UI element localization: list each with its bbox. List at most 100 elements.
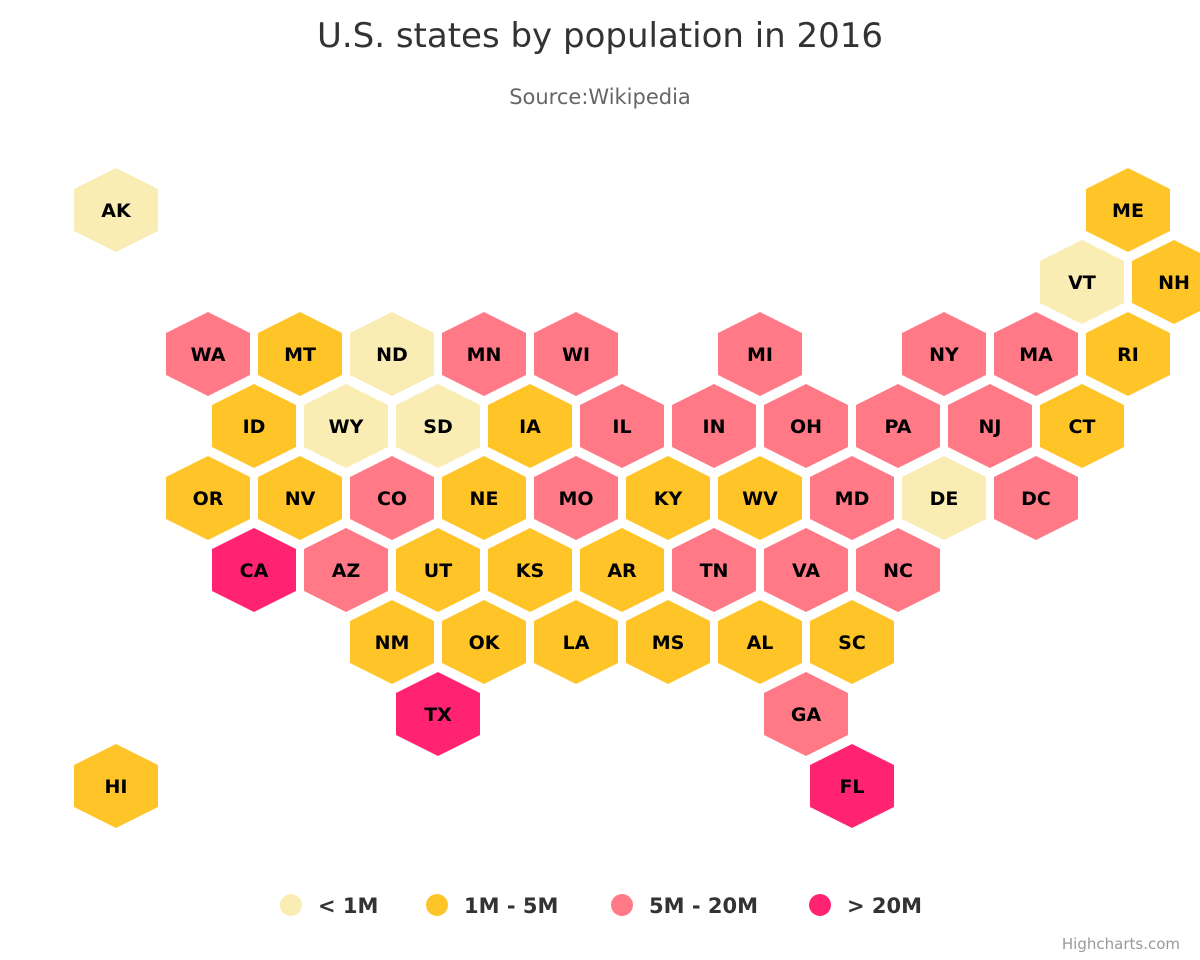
hex-shape[interactable] — [856, 528, 940, 612]
legend-item[interactable]: 5M - 20M — [611, 894, 758, 918]
hex-tile-mn[interactable]: MN — [442, 312, 526, 396]
hex-shape[interactable] — [534, 456, 618, 540]
legend-label[interactable]: < 1M — [318, 894, 378, 918]
hex-shape[interactable] — [764, 672, 848, 756]
legend-label[interactable]: 1M - 5M — [464, 894, 558, 918]
hex-shape[interactable] — [1132, 240, 1200, 324]
legend-item[interactable]: 1M - 5M — [426, 894, 558, 918]
hex-tile-va[interactable]: VA — [764, 528, 848, 612]
hex-tile-ri[interactable]: RI — [1086, 312, 1170, 396]
hex-tile-mi[interactable]: MI — [718, 312, 802, 396]
hex-shape[interactable] — [212, 528, 296, 612]
hex-tile-ne[interactable]: NE — [442, 456, 526, 540]
hex-tile-md[interactable]: MD — [810, 456, 894, 540]
hex-shape[interactable] — [1086, 312, 1170, 396]
hex-shape[interactable] — [764, 384, 848, 468]
legend-symbol[interactable] — [426, 894, 448, 916]
hex-tile-la[interactable]: LA — [534, 600, 618, 684]
hex-shape[interactable] — [488, 384, 572, 468]
hex-shape[interactable] — [856, 384, 940, 468]
hex-shape[interactable] — [304, 528, 388, 612]
hex-shape[interactable] — [902, 456, 986, 540]
hex-tile-fl[interactable]: FL — [810, 744, 894, 828]
hex-tile-nj[interactable]: NJ — [948, 384, 1032, 468]
hex-shape[interactable] — [304, 384, 388, 468]
hex-shape[interactable] — [626, 600, 710, 684]
hex-tile-de[interactable]: DE — [902, 456, 986, 540]
hex-tile-az[interactable]: AZ — [304, 528, 388, 612]
hex-shape[interactable] — [74, 744, 158, 828]
hex-tile-sd[interactable]: SD — [396, 384, 480, 468]
hex-shape[interactable] — [1040, 384, 1124, 468]
hex-shape[interactable] — [672, 528, 756, 612]
hex-shape[interactable] — [534, 600, 618, 684]
hex-shape[interactable] — [994, 312, 1078, 396]
hex-shape[interactable] — [902, 312, 986, 396]
hex-shape[interactable] — [718, 312, 802, 396]
legend-label[interactable]: > 20M — [847, 894, 922, 918]
hex-shape[interactable] — [810, 744, 894, 828]
hex-shape[interactable] — [626, 456, 710, 540]
hex-shape[interactable] — [1086, 168, 1170, 252]
hex-shape[interactable] — [718, 600, 802, 684]
hex-shape[interactable] — [948, 384, 1032, 468]
hex-tile-ca[interactable]: CA — [212, 528, 296, 612]
hex-shape[interactable] — [764, 528, 848, 612]
legend-symbol[interactable] — [280, 894, 302, 916]
hex-tile-ut[interactable]: UT — [396, 528, 480, 612]
hex-shape[interactable] — [396, 528, 480, 612]
hex-tile-ar[interactable]: AR — [580, 528, 664, 612]
hex-shape[interactable] — [580, 528, 664, 612]
hex-tile-ga[interactable]: GA — [764, 672, 848, 756]
hex-tile-ak[interactable]: AK — [74, 168, 158, 252]
hex-tile-vt[interactable]: VT — [1040, 240, 1124, 324]
hex-shape[interactable] — [350, 456, 434, 540]
hex-tile-hi[interactable]: HI — [74, 744, 158, 828]
hex-shape[interactable] — [166, 312, 250, 396]
hex-tile-mo[interactable]: MO — [534, 456, 618, 540]
hex-shape[interactable] — [350, 312, 434, 396]
hex-tile-oh[interactable]: OH — [764, 384, 848, 468]
hex-shape[interactable] — [258, 312, 342, 396]
hex-tile-ok[interactable]: OK — [442, 600, 526, 684]
hex-shape[interactable] — [166, 456, 250, 540]
hex-shape[interactable] — [534, 312, 618, 396]
legend-item[interactable]: > 20M — [809, 894, 922, 918]
hex-tile-mt[interactable]: MT — [258, 312, 342, 396]
legend-item[interactable]: < 1M — [280, 894, 378, 918]
hex-shape[interactable] — [396, 384, 480, 468]
hex-shape[interactable] — [580, 384, 664, 468]
hex-tile-nh[interactable]: NH — [1132, 240, 1200, 324]
hex-tile-ct[interactable]: CT — [1040, 384, 1124, 468]
hex-tile-in[interactable]: IN — [672, 384, 756, 468]
hex-shape[interactable] — [396, 672, 480, 756]
hex-shape[interactable] — [810, 600, 894, 684]
hex-tile-il[interactable]: IL — [580, 384, 664, 468]
hex-shape[interactable] — [442, 600, 526, 684]
hex-shape[interactable] — [718, 456, 802, 540]
hex-tile-ks[interactable]: KS — [488, 528, 572, 612]
hex-tile-ny[interactable]: NY — [902, 312, 986, 396]
hex-shape[interactable] — [994, 456, 1078, 540]
hex-tile-tn[interactable]: TN — [672, 528, 756, 612]
hex-tile-wi[interactable]: WI — [534, 312, 618, 396]
hex-tile-tx[interactable]: TX — [396, 672, 480, 756]
hex-tile-wy[interactable]: WY — [304, 384, 388, 468]
hex-tile-nd[interactable]: ND — [350, 312, 434, 396]
hex-shape[interactable] — [672, 384, 756, 468]
hex-shape[interactable] — [1040, 240, 1124, 324]
hex-tile-or[interactable]: OR — [166, 456, 250, 540]
hex-tile-sc[interactable]: SC — [810, 600, 894, 684]
hex-tile-nm[interactable]: NM — [350, 600, 434, 684]
hex-tile-ms[interactable]: MS — [626, 600, 710, 684]
hex-tile-ma[interactable]: MA — [994, 312, 1078, 396]
hex-shape[interactable] — [212, 384, 296, 468]
hex-tile-ky[interactable]: KY — [626, 456, 710, 540]
credits-link[interactable]: Highcharts.com — [1062, 935, 1180, 953]
hex-tile-al[interactable]: AL — [718, 600, 802, 684]
hex-shape[interactable] — [350, 600, 434, 684]
hex-tile-dc[interactable]: DC — [994, 456, 1078, 540]
legend-label[interactable]: 5M - 20M — [649, 894, 758, 918]
legend-symbol[interactable] — [611, 894, 633, 916]
hex-shape[interactable] — [810, 456, 894, 540]
